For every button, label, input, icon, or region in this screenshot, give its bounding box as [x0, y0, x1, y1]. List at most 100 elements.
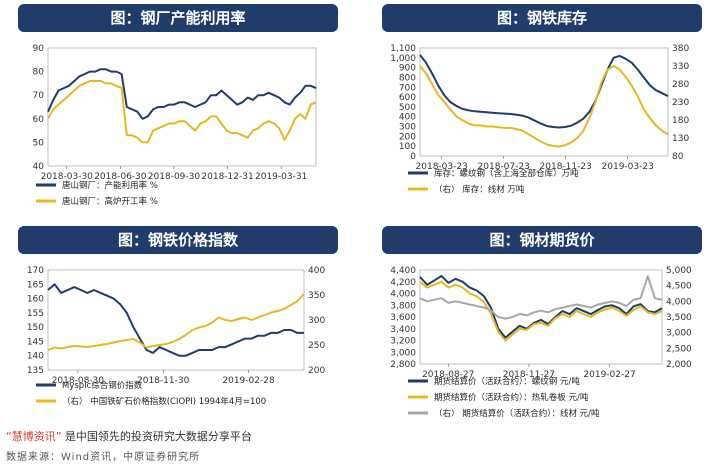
y-tick-label: 3,200 — [390, 337, 416, 347]
x-tick-label: 2018-03-23 — [416, 162, 468, 172]
series-line — [47, 80, 317, 144]
y-tick-label: 170 — [27, 266, 44, 276]
y-tick-label: 135 — [27, 366, 44, 376]
y-tick-label: 4,000 — [390, 290, 416, 300]
legend-label: （右） 期货结算价（活跃合约）：线材 元/吨 — [434, 408, 600, 419]
y-tick-label: 160 — [27, 295, 44, 305]
brand-name: “慧博资讯” — [6, 430, 62, 443]
panel-futures: 图：钢材期货价 2,800 3,000 3,200 3,400 3,600 3,800 4,… — [372, 224, 712, 436]
y-tick-label: 0 — [410, 152, 416, 162]
panel-price-index: 图：钢铁价格指数 135 140 145 150 155 160 165 170 200 250 3… — [8, 224, 348, 436]
legend-label: （右） 中国铁矿石价格指数(CIOPI) 1994年4月=100 — [62, 396, 266, 407]
y2-tick-label: 180 — [672, 116, 689, 126]
futures-chart: 2,8003,0003,2003,4003,6003,8004,0004,200… — [390, 266, 692, 419]
y2-tick-label: 250 — [308, 341, 325, 351]
brand-tagline: 是中国领先的投资研究大数据分享平台 — [64, 430, 252, 443]
x-tick-label: 2018-08-27 — [422, 370, 474, 380]
y-tick-label: 165 — [27, 280, 44, 290]
chart-title: 图：钢铁价格指数 — [18, 226, 338, 254]
x-tick-label: 2018-03-30 — [41, 172, 94, 182]
series-line — [419, 280, 663, 342]
y-tick-label: 1,100 — [390, 44, 416, 54]
y-tick-label: 2,800 — [390, 360, 416, 370]
y-tick-label: 140 — [27, 352, 44, 362]
y2-tick-label: 330 — [672, 62, 689, 72]
y2-tick-label: 380 — [672, 44, 689, 54]
x-tick-label: 2018-06-30 — [94, 172, 147, 182]
y-tick-label: 50 — [33, 138, 45, 148]
y-tick-label: 60 — [33, 115, 45, 125]
y-tick-label: 145 — [27, 337, 44, 347]
chart-title: 图：钢厂产能利用率 — [18, 4, 338, 32]
y2-tick-label: 3,500 — [666, 313, 692, 323]
x-tick-label: 2019-03-23 — [602, 162, 654, 172]
legend-label: （右） 库存：线材 万吨 — [434, 184, 525, 195]
y2-tick-label: 3,000 — [666, 329, 692, 339]
y-tick-label: 600 — [399, 93, 416, 103]
chart-title: 图：钢材期货价 — [382, 226, 702, 254]
y2-tick-label: 300 — [308, 316, 325, 326]
series-line — [419, 274, 663, 339]
series-line — [47, 283, 304, 357]
legend-label: 唐山钢厂：产能利用率 % — [62, 180, 158, 191]
y2-tick-label: 130 — [672, 134, 689, 144]
footer: “慧博资讯” 是中国领先的投资研究大数据分享平台 数据来源：Wind资讯，中原证… — [0, 424, 720, 466]
y2-tick-label: 2,000 — [666, 360, 692, 370]
x-tick-label: 2019-02-27 — [583, 370, 635, 380]
legend-label: 库存：螺纹钢（含上海全部仓库）万吨 — [434, 168, 579, 179]
price-index-chart: 135 140 145 150 155 160 165 170 200 250 300 350 400 2… — [27, 266, 326, 407]
x-tick-label: 2018-08-30 — [52, 376, 105, 386]
y-tick-label: 80 — [33, 68, 45, 78]
y2-tick-label: 200 — [308, 366, 325, 376]
chart-title: 图：钢铁库存 — [382, 4, 702, 32]
y-tick-label: 3,600 — [390, 313, 416, 323]
y-tick-label: 900 — [399, 64, 416, 74]
y-tick-label: 3,000 — [390, 348, 416, 358]
series-line — [47, 293, 305, 351]
plot-frame — [419, 47, 669, 157]
y2-tick-label: 80 — [672, 152, 684, 162]
y2-tick-label: 230 — [672, 98, 689, 108]
x-tick-label: 2019-02-28 — [222, 376, 275, 386]
y2-tick-label: 400 — [308, 266, 325, 276]
x-tick-label: 2018-11-27 — [503, 370, 555, 380]
legend-label: 唐山钢厂：高炉开工率 % — [62, 196, 158, 207]
x-tick-label: 2018-11-23 — [540, 162, 592, 172]
plot-frame — [419, 269, 663, 365]
y-tick-label: 300 — [399, 123, 416, 133]
series-line — [419, 65, 669, 148]
plot-frame — [47, 47, 317, 167]
y-tick-label: 4,400 — [390, 266, 416, 276]
y-tick-label: 70 — [33, 91, 45, 101]
x-tick-label: 2018-11-30 — [137, 376, 190, 386]
x-tick-label: 2018-09-30 — [148, 172, 201, 182]
x-tick-label: 2019-03-31 — [255, 172, 307, 182]
y2-tick-label: 4,500 — [666, 282, 692, 292]
y-tick-label: 400 — [399, 113, 416, 123]
panel-inventory: 图：钢铁库存 0 100 200 300 400 500 600 700 800 900 1,000… — [372, 2, 712, 214]
x-tick-label: 2018-12-31 — [201, 172, 253, 182]
y-tick-label: 100 — [399, 142, 416, 152]
panel-capacity: 图：钢厂产能利用率 40 50 60 70 80 90 2018-03-30 2018-06-… — [8, 2, 348, 214]
y-tick-label: 150 — [27, 323, 44, 333]
legend-label: 期货结算价（活跃合约）：热轧卷板 元/吨 — [434, 392, 589, 403]
y-tick-label: 700 — [399, 83, 416, 93]
series-line — [419, 275, 663, 320]
capacity-chart: 40 50 60 70 80 90 2018-03-30 2018-06-30 2018-09-… — [33, 44, 317, 207]
data-source: 数据来源：Wind资讯，中原证券研究所 — [6, 452, 201, 463]
legend-label: 期货结算价（活跃合约）：螺纹钢 元/吨 — [434, 376, 580, 387]
plot-frame — [47, 269, 305, 371]
y2-tick-label: 4,000 — [666, 297, 692, 307]
series-line — [419, 54, 669, 129]
footer-tagline-row: “慧博资讯” 是中国领先的投资研究大数据分享平台 — [6, 428, 252, 444]
y-tick-label: 500 — [399, 103, 416, 113]
y-tick-label: 3,800 — [390, 301, 416, 311]
x-tick-label: 2018-07-23 — [478, 162, 530, 172]
y-tick-label: 200 — [399, 132, 416, 142]
y2-tick-label: 5,000 — [666, 266, 692, 276]
y-tick-label: 90 — [33, 44, 45, 54]
y-tick-label: 1,000 — [390, 54, 416, 64]
y-tick-label: 800 — [399, 73, 416, 83]
series-line — [47, 68, 317, 120]
